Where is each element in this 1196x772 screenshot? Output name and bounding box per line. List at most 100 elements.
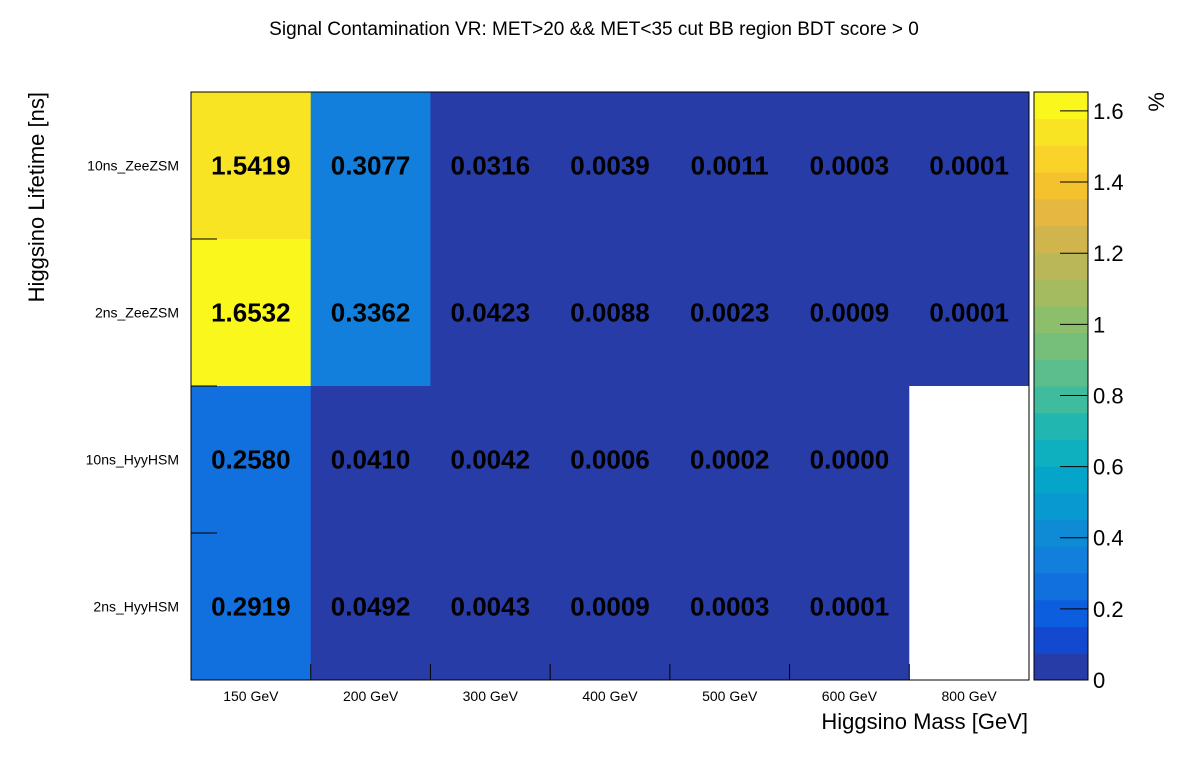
cell-value-label: 0.2919 (211, 592, 291, 622)
colorbar-tick-label: 1.6 (1093, 99, 1124, 124)
cell-value-label: 0.0042 (451, 445, 531, 475)
cell-value-label: 0.0000 (810, 445, 890, 475)
y-tick-label: 2ns_HyyHSM (93, 599, 179, 615)
colorbar-tick-label: 1.2 (1093, 241, 1124, 266)
cell-value-label: 0.0009 (810, 298, 890, 328)
colorbar-tick-label: 1.4 (1093, 170, 1124, 195)
heatmap-cell (191, 386, 312, 534)
cell-value-label: 0.0039 (570, 151, 650, 181)
colorbar-title: % (1144, 92, 1169, 112)
colorbar-segment (1034, 332, 1088, 360)
heatmap-cell (789, 386, 910, 534)
colorbar-segment (1034, 225, 1088, 253)
x-tick-label: 400 GeV (582, 688, 638, 704)
colorbar-tick-label: 0.4 (1093, 526, 1124, 551)
heatmap-cell-labels: 1.5419 0.3077 0.0316 0.0039 0.0011 0.0003 0.00… (211, 151, 1009, 622)
heatmap-cell (909, 92, 1030, 240)
heatmap-cell (310, 239, 431, 387)
heatmap-cell (191, 92, 312, 240)
heatmap-cell (430, 386, 551, 534)
chart-title: Signal Contamination VR: MET>20 && MET<3… (269, 19, 919, 40)
cell-value-label: 0.0003 (810, 151, 890, 181)
y-tick-label: 10ns_HyyHSM (86, 452, 179, 468)
cell-value-label: 0.3077 (331, 151, 411, 181)
colorbar-segment (1034, 145, 1088, 173)
colorbar-segment (1034, 198, 1088, 227)
cell-value-label: 0.0023 (690, 298, 770, 328)
cell-value-label: 0.2580 (211, 445, 291, 475)
cell-value-label: 0.0410 (331, 445, 411, 475)
heatmap-cell (789, 92, 910, 240)
cell-value-label: 0.0011 (691, 151, 769, 181)
cell-value-label: 0.3362 (331, 298, 411, 328)
y-axis-title: Higgsino Lifetime [ns] (24, 92, 49, 302)
colorbar-segment (1034, 92, 1088, 120)
colorbar-tick-label: 0.2 (1093, 597, 1124, 622)
colorbar-segment (1034, 386, 1088, 414)
x-tick-label: 500 GeV (702, 688, 758, 704)
heatmap-cells (191, 92, 1030, 681)
heatmap-cell (191, 533, 312, 681)
heatmap-cell (550, 533, 671, 681)
heatmap-cell (669, 533, 791, 681)
heatmap-cell (191, 239, 312, 387)
colorbar-segment (1034, 172, 1088, 200)
cell-value-label: 0.0316 (451, 151, 531, 181)
x-tick-label: 200 GeV (343, 688, 399, 704)
cell-value-label: 0.0001 (929, 298, 1009, 328)
heatmap-cell (430, 533, 551, 681)
colorbar-segment (1034, 252, 1088, 280)
cell-value-label: 0.0002 (690, 445, 770, 475)
colorbar-segment (1034, 653, 1088, 681)
cell-value-label: 0.0492 (331, 592, 411, 622)
cell-value-label: 0.0423 (451, 298, 531, 328)
colorbar-segment (1034, 626, 1088, 654)
heatmap-cell (430, 92, 551, 240)
cell-value-label: 0.0001 (810, 592, 890, 622)
heatmap-cell (909, 533, 1030, 681)
heatmap-cell (909, 386, 1030, 534)
cell-value-label: 0.0003 (690, 592, 770, 622)
heatmap-cell (909, 239, 1030, 387)
x-tick-label: 600 GeV (822, 688, 878, 704)
heatmap-cell (430, 239, 551, 387)
colorbar-segment (1034, 439, 1088, 467)
heatmap-cell (669, 239, 791, 387)
colorbar-segment (1034, 279, 1088, 307)
y-axis: 10ns_ZeeZSM 2ns_ZeeZSM 10ns_HyyHSM 2ns_HyyH… (86, 158, 217, 615)
colorbar-tick-label: 0.8 (1093, 383, 1124, 408)
colorbar-axis: 0 0.2 0.4 0.6 0.8 1 1.2 1.4 1.6 (1060, 99, 1124, 693)
cell-value-label: 1.5419 (211, 151, 291, 181)
heatmap-cell (550, 239, 671, 387)
heatmap-cell (550, 386, 671, 534)
heatmap-cell (310, 533, 431, 681)
heatmap-cell (789, 239, 910, 387)
colorbar-segment (1034, 573, 1088, 601)
x-tick-label: 150 GeV (223, 688, 279, 704)
y-tick-label: 2ns_ZeeZSM (95, 305, 179, 321)
colorbar-segment (1034, 305, 1088, 334)
colorbar-tick-label: 0.6 (1093, 455, 1124, 480)
colorbar-segment (1034, 599, 1088, 628)
colorbar-segment (1034, 546, 1088, 574)
colorbar-tick-label: 1 (1093, 312, 1105, 337)
heatmap-cell (789, 533, 910, 681)
colorbar-segment (1034, 359, 1088, 387)
heatmap-cell (310, 386, 431, 534)
cell-value-label: 0.0009 (570, 592, 650, 622)
colorbar-segment (1034, 412, 1088, 440)
colorbar-segment (1034, 466, 1088, 494)
colorbar-segment (1034, 118, 1088, 146)
cell-value-label: 0.0001 (929, 151, 1009, 181)
heatmap-cell (669, 386, 791, 534)
colorbar (1033, 91, 1089, 681)
x-tick-label: 300 GeV (463, 688, 519, 704)
colorbar-segment (1034, 492, 1088, 521)
heatmap-cell (550, 92, 671, 240)
cell-value-label: 0.0088 (570, 298, 650, 328)
colorbar-segment (1034, 519, 1088, 547)
colorbar-tick-label: 0 (1093, 668, 1105, 693)
y-tick-label: 10ns_ZeeZSM (87, 158, 179, 174)
x-tick-label: 800 GeV (942, 688, 998, 704)
